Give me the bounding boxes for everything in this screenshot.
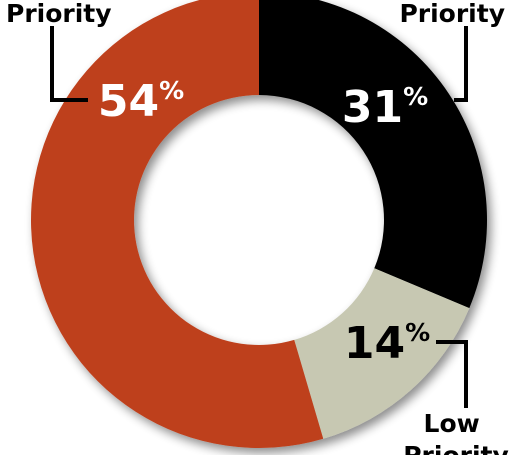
category-label-black-slice: Priority xyxy=(399,0,505,28)
pct-label-low-priority: 14% xyxy=(344,318,430,369)
leader-lines-group xyxy=(50,26,468,408)
pct-label-black-slice: 31% xyxy=(342,82,428,133)
slice-red xyxy=(31,0,324,448)
slice-low-priority xyxy=(294,268,470,439)
category-label-low-priority: Low Priority xyxy=(403,409,509,455)
category-label-red-slice: Priority xyxy=(6,0,112,28)
leader-line-red xyxy=(50,26,88,102)
leader-line-black xyxy=(454,26,468,102)
pct-label-red-slice: 54% xyxy=(98,76,184,127)
slice-black xyxy=(259,0,487,309)
slices-group xyxy=(31,0,487,448)
leader-line-low-priority xyxy=(436,340,468,408)
